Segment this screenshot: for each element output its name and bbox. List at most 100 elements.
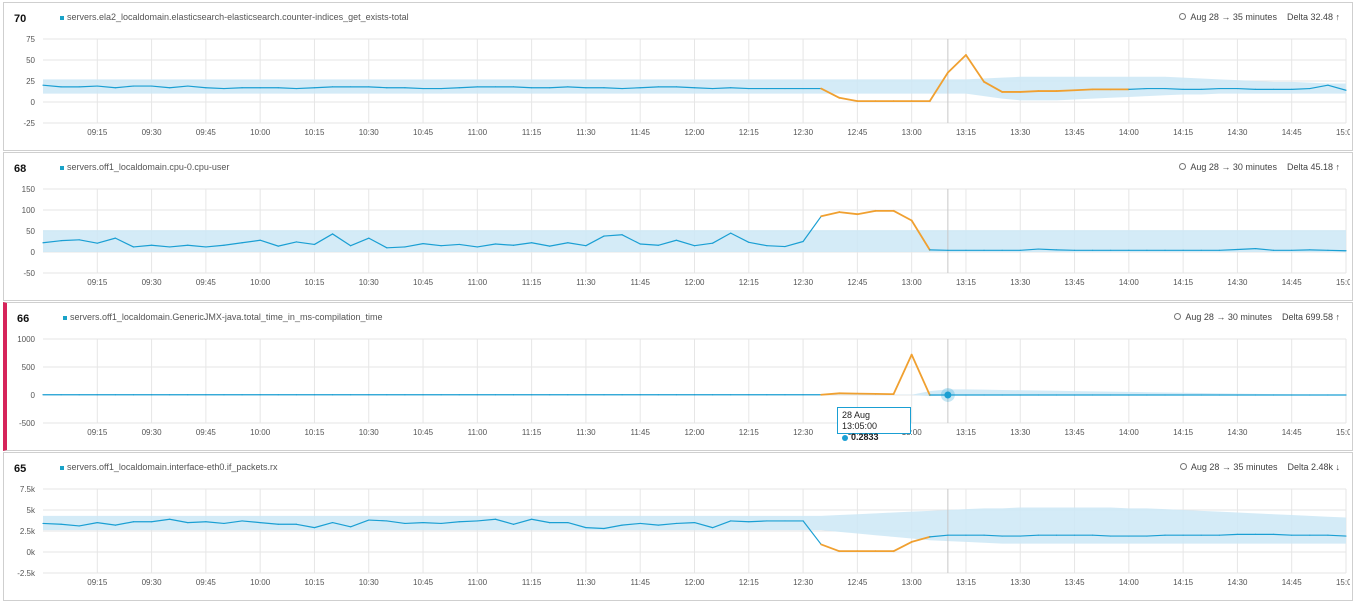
series-segment — [802, 215, 822, 243]
y-tick-label: 5k — [27, 506, 36, 515]
line-chart[interactable]: 1000 500 0 -500 09:15 09:30 09:45 10:00 10:15 10:… — [7, 303, 1350, 450]
x-tick-label: 11:30 — [576, 128, 596, 137]
series-segment — [621, 234, 641, 245]
panel-meta: Aug 28 → 35 minutes Delta 32.48 ↑ — [1179, 12, 1340, 22]
x-tick-label: 14:30 — [1227, 428, 1248, 437]
anomaly-score: 68 — [14, 163, 27, 175]
series-segment — [1146, 534, 1166, 537]
series-segment — [1273, 533, 1293, 536]
series-segment — [657, 239, 678, 246]
series-segment — [223, 242, 243, 246]
line-chart[interactable]: 7.5k 5k 2.5k 0k -2.5k 09:15 09:30 09:45 10:00 10:… — [4, 453, 1350, 600]
anomaly-segment — [892, 209, 913, 222]
x-tick-label: 09:45 — [196, 278, 217, 287]
x-tick-label: 13:45 — [1065, 578, 1086, 587]
delta-value: Delta 45.18 ↑ — [1286, 162, 1340, 172]
series-segment — [1236, 248, 1257, 251]
series-segment — [639, 243, 659, 246]
series-name-label: servers.off1_localdomain.cpu-0.cpu-user — [67, 162, 230, 172]
anomaly-segment — [892, 541, 913, 553]
series-segment — [60, 239, 80, 242]
x-tick-label: 10:15 — [304, 428, 325, 437]
series-segment — [494, 518, 515, 525]
anomaly-segment — [838, 96, 859, 103]
series-segment — [350, 237, 370, 247]
line-chart[interactable]: 150 100 50 0 -50 09:15 09:30 09:45 10:00 10:15 10:… — [4, 153, 1350, 300]
series-segment — [531, 518, 551, 524]
x-tick-label: 13:30 — [1010, 128, 1031, 137]
x-tick-label: 12:15 — [739, 428, 760, 437]
y-tick-label: -25 — [23, 119, 35, 128]
series-name-label: servers.off1_localdomain.interface-eth0.… — [67, 462, 278, 472]
series-segment — [241, 520, 261, 524]
x-tick-label: 12:00 — [684, 128, 705, 137]
series-segment — [621, 87, 641, 90]
x-tick-label: 14:00 — [1119, 428, 1140, 437]
series-segment — [259, 521, 279, 525]
series-segment — [693, 87, 714, 90]
series-name[interactable]: servers.off1_localdomain.interface-eth0.… — [60, 462, 277, 472]
series-name[interactable]: servers.ela2_localdomain.elasticsearch-e… — [60, 12, 409, 22]
clock-icon — [1179, 463, 1187, 471]
series-segment — [1128, 87, 1148, 91]
confidence-band — [43, 230, 1346, 252]
x-tick-label: 11:45 — [630, 278, 650, 287]
series-segment — [657, 522, 678, 526]
x-tick-label: 09:15 — [87, 428, 108, 437]
series-segment — [983, 534, 1003, 537]
chart-panel-3[interactable]: 66 servers.off1_localdomain.GenericJMX-j… — [3, 302, 1353, 451]
x-tick-label: 14:30 — [1227, 128, 1248, 137]
series-segment — [1236, 87, 1257, 91]
line-chart[interactable]: 75 50 25 0 -25 09:15 09:30 09:45 10:00 10:15 10:30… — [4, 3, 1350, 150]
x-tick-label: 12:00 — [684, 278, 705, 287]
series-name-label: servers.ela2_localdomain.elasticsearch-e… — [67, 12, 409, 22]
confidence-band — [43, 76, 1346, 101]
series-segment — [1019, 534, 1039, 537]
x-tick-label: 14:00 — [1119, 578, 1140, 587]
x-tick-label: 10:15 — [304, 578, 325, 587]
x-tick-label: 13:15 — [956, 578, 977, 587]
series-segment — [476, 243, 497, 248]
chart-panel-1[interactable]: 70 servers.ela2_localdomain.elasticsearc… — [3, 2, 1353, 151]
series-segment — [1019, 248, 1039, 251]
series-segment — [567, 521, 587, 529]
x-tick-label: 10:30 — [359, 578, 380, 587]
x-tick-label: 10:45 — [413, 428, 434, 437]
x-tick-label: 12:00 — [684, 578, 705, 587]
series-name[interactable]: servers.off1_localdomain.cpu-0.cpu-user — [60, 162, 229, 172]
series-segment — [277, 87, 297, 90]
y-tick-label: 50 — [26, 56, 35, 65]
series-name[interactable]: servers.off1_localdomain.GenericJMX-java… — [63, 312, 382, 322]
series-segment — [621, 522, 641, 526]
chart-panel-2[interactable]: 68 servers.off1_localdomain.cpu-0.cpu-us… — [3, 152, 1353, 301]
x-tick-label: 13:15 — [956, 428, 977, 437]
series-segment — [404, 521, 424, 525]
series-segment — [1327, 84, 1347, 91]
y-tick-label: 100 — [22, 206, 36, 215]
y-tick-label: -500 — [19, 419, 36, 428]
series-segment — [766, 245, 786, 248]
clock-icon — [1174, 313, 1182, 321]
series-segment — [1200, 87, 1220, 91]
series-segment — [169, 518, 189, 524]
panel-meta: Aug 28 → 35 minutes Delta 2.48k ↓ — [1179, 462, 1340, 472]
series-segment — [42, 84, 62, 88]
series-segment — [1218, 248, 1239, 251]
x-tick-label: 12:30 — [793, 578, 814, 587]
anomaly-segment — [910, 535, 931, 543]
series-segment — [585, 235, 605, 247]
time-range: Aug 28 → 35 minutes — [1190, 12, 1277, 22]
x-tick-label: 13:00 — [902, 128, 923, 137]
series-segment — [675, 239, 696, 247]
series-segment — [730, 520, 750, 523]
series-segment — [603, 234, 623, 237]
series-segment — [313, 521, 334, 529]
x-tick-label: 12:30 — [793, 278, 814, 287]
series-segment — [512, 242, 533, 246]
y-tick-label: 2.5k — [20, 527, 36, 536]
chart-panel-4[interactable]: 65 servers.off1_localdomain.interface-et… — [3, 452, 1353, 601]
series-segment — [78, 239, 98, 244]
series-segment — [512, 518, 533, 525]
x-tick-label: 10:30 — [359, 278, 380, 287]
series-segment — [440, 243, 460, 247]
